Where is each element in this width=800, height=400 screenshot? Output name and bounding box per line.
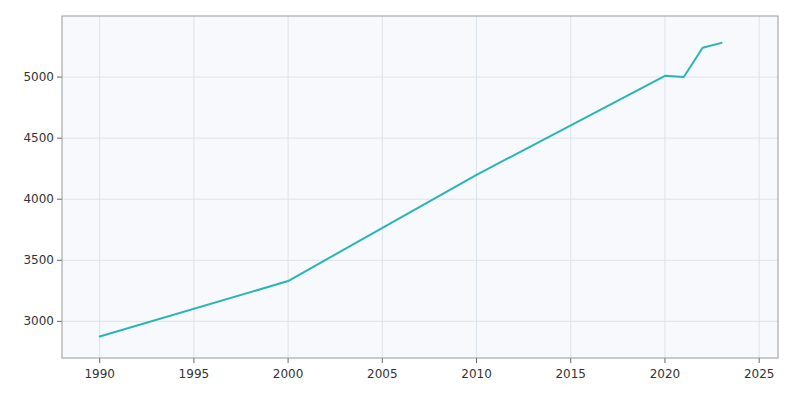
axes: 3000 3500 4000 4500 5000 1990 1995 2000 2005 2010… [23, 16, 778, 381]
grid-line [382, 16, 383, 358]
grid-line [759, 16, 760, 358]
tick-label: 2015 [555, 367, 586, 381]
tick-mark [382, 358, 383, 363]
grid-line [288, 16, 289, 358]
tick-mark [664, 358, 665, 363]
tick-label: 1995 [179, 367, 210, 381]
grid-line [476, 16, 477, 358]
tick-label: 2010 [461, 367, 492, 381]
tick-mark [99, 358, 100, 363]
tick-label: 5000 [23, 70, 54, 84]
series [100, 43, 722, 337]
tick-mark [476, 358, 477, 363]
grid [62, 16, 778, 358]
tick-mark [57, 199, 62, 200]
grid-line [664, 16, 665, 358]
tick-label: 3000 [23, 314, 54, 328]
tick-label: 4000 [23, 192, 54, 206]
tick-mark [193, 358, 194, 363]
tick-label: 2005 [367, 367, 398, 381]
tick-label: 2020 [650, 367, 681, 381]
chart: 3000 3500 4000 4500 5000 1990 1995 2000 2005 2010… [0, 0, 800, 400]
tick-label: 2000 [273, 367, 304, 381]
tick-label: 1990 [84, 367, 115, 381]
tick-mark [759, 358, 760, 363]
tick-label: 4500 [23, 131, 54, 145]
tick-mark [570, 358, 571, 363]
tick-mark [57, 138, 62, 139]
tick-label: 3500 [23, 253, 54, 267]
tick-label: 2025 [744, 367, 775, 381]
tick-mark [57, 77, 62, 78]
tick-mark [288, 358, 289, 363]
grid-line [62, 138, 778, 139]
grid-line [193, 16, 194, 358]
grid-line [62, 321, 778, 322]
plot-area [62, 16, 778, 358]
grid-line [62, 199, 778, 200]
tick-mark [57, 260, 62, 261]
plot-frame [62, 16, 778, 358]
tick-mark [57, 321, 62, 322]
grid-line [62, 260, 778, 261]
grid-line [99, 16, 100, 358]
grid-line [570, 16, 571, 358]
chart-container: 3000 3500 4000 4500 5000 1990 1995 2000 2005 2010… [0, 0, 800, 400]
data-line [100, 43, 722, 337]
